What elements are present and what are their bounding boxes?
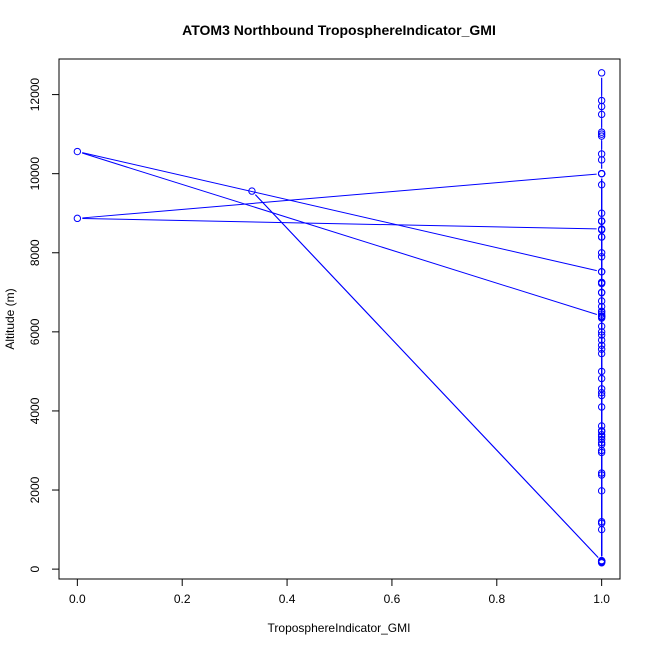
y-axis-label: Altitude (m) <box>3 288 17 349</box>
series-segment <box>82 217 597 230</box>
data-point <box>73 214 82 223</box>
data-point <box>597 331 606 339</box>
data-point <box>597 128 606 136</box>
x-tick-label: 0.6 <box>384 592 401 606</box>
data-point <box>597 132 606 140</box>
data-point <box>597 308 606 316</box>
data-point <box>597 446 606 455</box>
data-point <box>597 181 606 189</box>
x-axis-label: TroposphereIndicator_GMI <box>268 621 411 635</box>
data-point <box>248 187 256 195</box>
chart-title: ATOM3 Northbound TroposphereIndicator_GM… <box>182 22 496 38</box>
y-tick-label: 10000 <box>28 157 42 191</box>
data-point <box>597 367 606 376</box>
series-segment <box>81 152 598 316</box>
data-point <box>597 249 606 257</box>
data-point <box>597 471 606 479</box>
data-point <box>597 349 606 358</box>
data-point <box>73 147 82 156</box>
x-tick-label: 0.8 <box>488 592 505 606</box>
data-point <box>597 345 606 353</box>
data-point <box>597 525 606 534</box>
y-tick-label: 12000 <box>28 78 42 112</box>
data-point <box>597 435 606 444</box>
data-point <box>597 233 606 241</box>
x-tick-label: 0.0 <box>69 592 86 606</box>
data-point <box>597 150 606 158</box>
y-axis: 0 2000 4000 6000 8000 10000 12000 <box>28 78 60 572</box>
data-point <box>597 297 606 305</box>
data-point <box>597 225 606 233</box>
data-point <box>597 169 606 178</box>
data-point <box>597 469 606 477</box>
x-tick-label: 1.0 <box>593 592 610 606</box>
data-point <box>597 110 606 119</box>
data-point <box>597 322 606 331</box>
x-tick-label: 0.4 <box>279 592 296 606</box>
data-point <box>597 302 606 311</box>
data-point <box>597 385 606 393</box>
series-segment <box>82 152 597 272</box>
data-point <box>597 313 606 321</box>
data-point <box>597 448 606 457</box>
y-tick-label: 4000 <box>28 397 42 424</box>
series-segment <box>82 173 597 219</box>
series-segment <box>255 194 599 558</box>
data-point <box>597 69 606 77</box>
data-point <box>597 422 606 430</box>
data-point <box>597 557 606 565</box>
data-point <box>597 341 606 349</box>
x-tick-label: 0.2 <box>174 592 191 606</box>
data-point <box>597 403 606 411</box>
y-tick-label: 6000 <box>28 318 42 345</box>
series-layer <box>73 69 606 567</box>
data-point <box>597 209 606 217</box>
data-point <box>597 253 606 261</box>
data-point <box>597 487 606 495</box>
data-point <box>597 217 606 225</box>
y-tick-label: 0 <box>28 565 42 572</box>
series <box>73 69 606 567</box>
y-tick-label: 2000 <box>28 476 42 503</box>
x-axis: 0.0 0.2 0.4 0.6 0.8 1.0 <box>69 578 610 606</box>
data-point <box>597 389 606 397</box>
data-point <box>597 430 606 439</box>
data-point <box>597 336 606 344</box>
data-point <box>597 278 606 287</box>
data-point <box>597 328 606 336</box>
data-point <box>597 96 606 105</box>
data-point <box>597 288 606 297</box>
plot-frame <box>58 58 621 580</box>
data-point <box>597 130 606 138</box>
data-point <box>597 427 606 435</box>
y-tick-label: 8000 <box>28 239 42 266</box>
data-point <box>597 374 606 383</box>
data-point <box>597 268 606 276</box>
data-point <box>597 310 606 318</box>
data-point <box>597 517 606 526</box>
